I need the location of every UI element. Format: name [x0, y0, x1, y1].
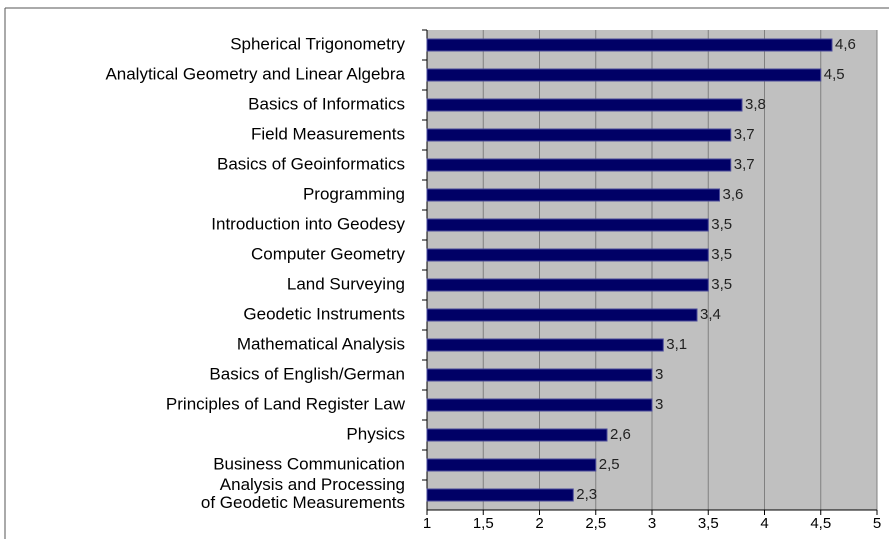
y-tick-label: Spherical Trigonometry — [230, 34, 405, 53]
bar — [426, 368, 653, 382]
value-label: 3,5 — [711, 216, 732, 233]
value-label: 3 — [655, 396, 663, 413]
y-tick-label: Analysis and Processing of Geodetic Measu… — [201, 475, 405, 512]
value-label: 3,7 — [734, 156, 755, 173]
bar — [426, 338, 664, 352]
bar — [426, 68, 822, 82]
y-tick-label: Geodetic Instruments — [243, 304, 405, 323]
x-tick-label: 3,5 — [698, 515, 719, 532]
bar — [426, 488, 574, 502]
value-label: 3,8 — [745, 96, 766, 113]
x-tick-label: 4,5 — [810, 515, 831, 532]
value-label: 3,1 — [666, 336, 687, 353]
x-tick-label: 5 — [873, 515, 881, 532]
y-tick-label: Programming — [303, 184, 405, 203]
value-label: 4,6 — [835, 36, 856, 53]
bar — [426, 458, 597, 472]
y-tick-label: Analytical Geometry and Linear Algebra — [105, 64, 405, 83]
y-tick-label: Mathematical Analysis — [237, 334, 405, 353]
bar — [426, 278, 709, 292]
y-tick-label: Principles of Land Register Law — [166, 394, 406, 413]
y-tick-label: Basics of English/German — [209, 364, 405, 383]
x-tick-label: 1,5 — [473, 515, 494, 532]
x-tick-label: 2,5 — [585, 515, 606, 532]
x-tick-label: 4 — [760, 515, 768, 532]
value-label: 3,5 — [711, 276, 732, 293]
bar — [426, 38, 833, 52]
bar — [426, 158, 732, 172]
value-label: 2,6 — [610, 426, 631, 443]
bar — [426, 398, 653, 412]
y-tick-label: Basics of Informatics — [248, 94, 405, 113]
x-tick-label: 1 — [423, 515, 431, 532]
value-label: 3,6 — [723, 186, 744, 203]
value-label: 3,4 — [700, 306, 721, 323]
bar — [426, 98, 743, 112]
y-tick-label: Basics of Geoinformatics — [217, 154, 405, 173]
y-tick-label: Computer Geometry — [251, 244, 405, 263]
y-tick-label: Business Communication — [213, 454, 405, 473]
bar — [426, 308, 698, 322]
bar — [426, 128, 732, 142]
value-label: 3,7 — [734, 126, 755, 143]
value-label: 3,5 — [711, 246, 732, 263]
y-tick-label: Field Measurements — [251, 124, 405, 143]
bar — [426, 428, 608, 442]
x-tick-label: 3 — [648, 515, 656, 532]
value-label: 2,5 — [599, 456, 620, 473]
x-tick-label: 2 — [535, 515, 543, 532]
y-tick-label: Physics — [346, 424, 405, 443]
value-label: 2,3 — [576, 486, 597, 503]
bar — [426, 218, 709, 232]
y-tick-label: Introduction into Geodesy — [211, 214, 405, 233]
y-tick-label: Land Surveying — [287, 274, 405, 293]
bar — [426, 248, 709, 262]
bar — [426, 188, 720, 202]
value-label: 4,5 — [824, 66, 845, 83]
value-label: 3 — [655, 366, 663, 383]
